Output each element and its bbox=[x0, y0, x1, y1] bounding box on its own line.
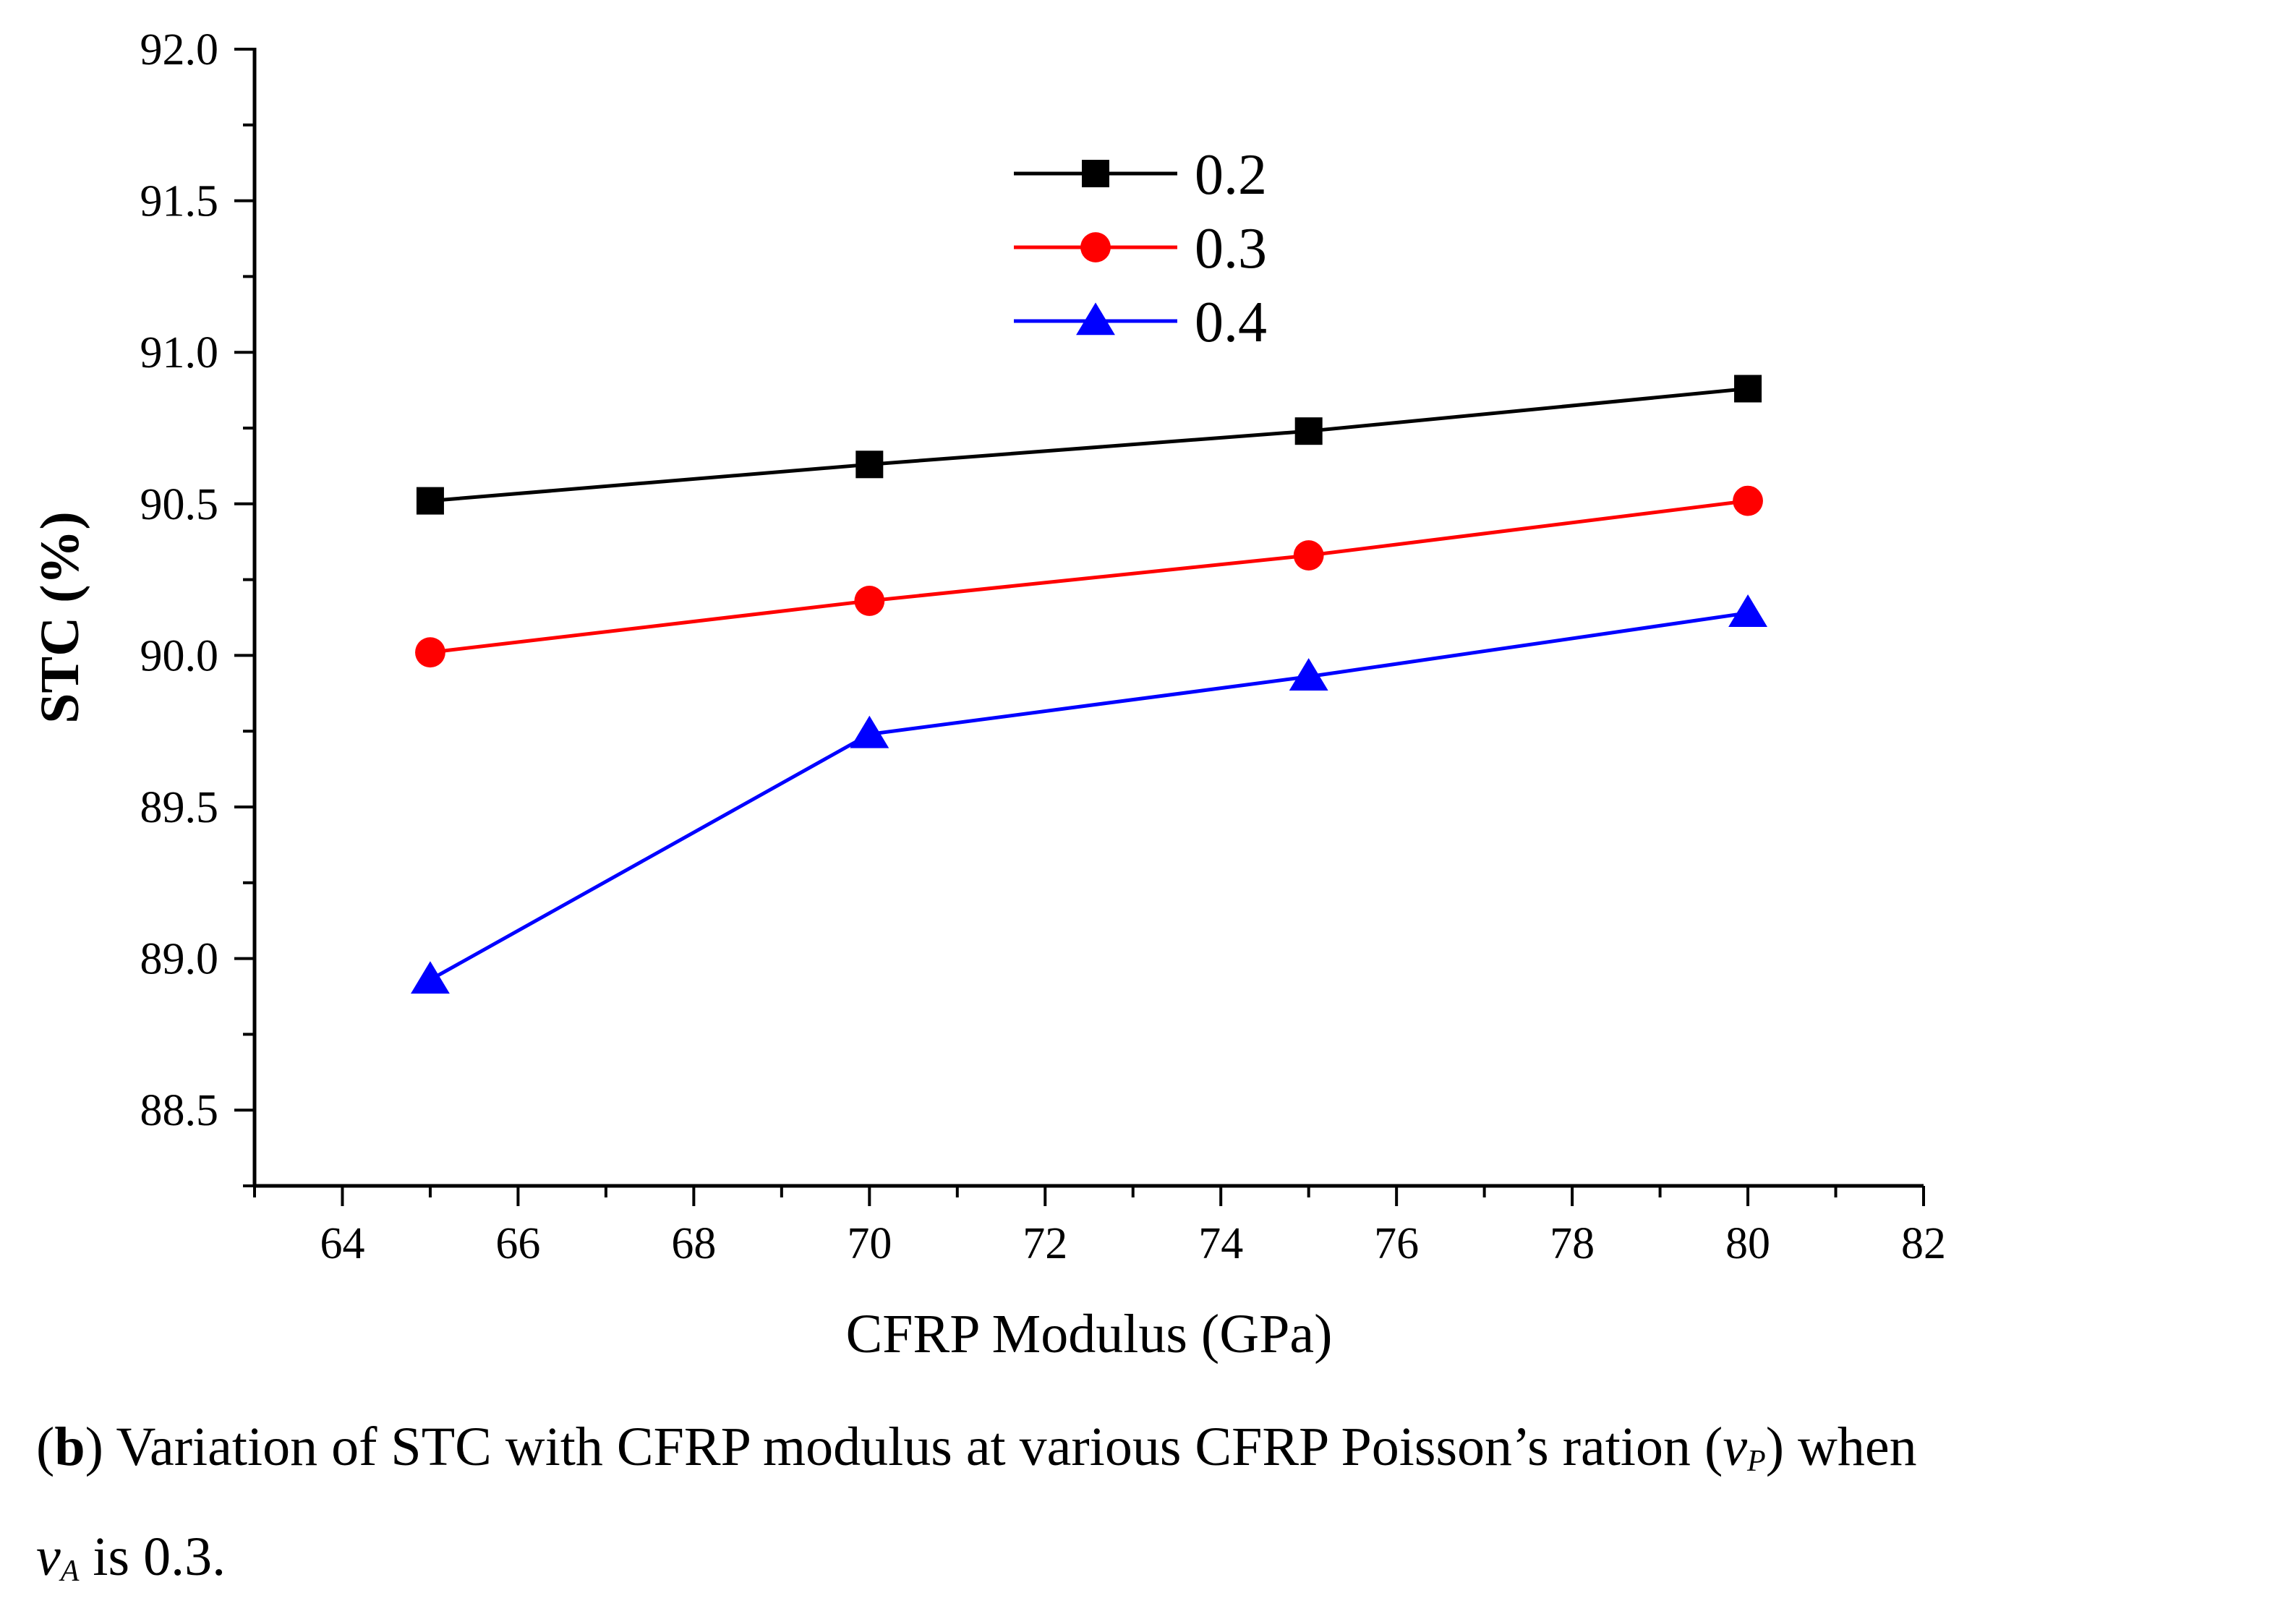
caption-symbol-vp: v bbox=[1723, 1417, 1748, 1477]
legend-item-0.2: 0.2 bbox=[1014, 143, 1267, 207]
legend: 0.2 0.3 0.4 bbox=[1014, 143, 1267, 354]
x-tick-label: 78 bbox=[1550, 1219, 1595, 1268]
legend-label: 0.2 bbox=[1195, 143, 1267, 207]
y-axis-title: STC (%) bbox=[30, 511, 90, 723]
x-tick-label: 74 bbox=[1198, 1219, 1243, 1268]
square-marker bbox=[855, 450, 884, 479]
series-line bbox=[430, 387, 1749, 503]
y-tick-label: 91.0 bbox=[140, 328, 219, 377]
y-tick-label: 88.5 bbox=[140, 1086, 219, 1135]
series-layer bbox=[411, 375, 1767, 994]
x-tick-label: 66 bbox=[495, 1219, 540, 1268]
x-tick-label: 80 bbox=[1725, 1219, 1770, 1268]
circle-marker bbox=[415, 637, 445, 668]
legend-label: 0.4 bbox=[1195, 291, 1267, 354]
y-tick-label: 89.5 bbox=[140, 783, 219, 832]
x-axis-title: CFRP Modulus (GPa) bbox=[846, 1304, 1333, 1364]
caption-text-3: is 0.3. bbox=[79, 1526, 226, 1587]
series-0.4 bbox=[411, 594, 1767, 994]
axes bbox=[252, 48, 1924, 1188]
figure-caption: (b) Variation of STC with CFRP modulus a… bbox=[36, 1417, 1917, 1588]
caption-label: b bbox=[54, 1417, 85, 1477]
legend-item-0.3: 0.3 bbox=[1014, 217, 1267, 281]
caption-symbol-va: v bbox=[36, 1526, 61, 1587]
legend-item-0.4: 0.4 bbox=[1014, 291, 1267, 354]
series-0.3 bbox=[415, 485, 1763, 668]
x-tick-label: 82 bbox=[1901, 1219, 1946, 1268]
legend-label: 0.3 bbox=[1195, 217, 1267, 281]
y-tick-label: 91.5 bbox=[140, 177, 219, 226]
circle-marker bbox=[1293, 540, 1324, 571]
series-line bbox=[429, 611, 1749, 982]
x-tick-label: 70 bbox=[847, 1219, 892, 1268]
series-line bbox=[430, 499, 1749, 654]
circle-marker bbox=[854, 586, 885, 616]
triangle-marker bbox=[1076, 302, 1115, 336]
y-tick-label: 89.0 bbox=[140, 935, 219, 984]
x-axis-ticks: 64 66 68 70 72 74 76 78 80 82 bbox=[253, 1186, 1946, 1268]
caption-sub-p: P bbox=[1747, 1445, 1766, 1478]
triangle-marker bbox=[850, 715, 889, 748]
square-marker bbox=[1734, 375, 1762, 403]
square-marker bbox=[1294, 417, 1323, 445]
caption-sub-a: A bbox=[60, 1555, 80, 1588]
y-axis-ticks: 88.5 89.0 89.5 90.0 90.5 91.0 91.5 92.0 bbox=[140, 25, 255, 1187]
x-tick-label: 68 bbox=[671, 1219, 716, 1268]
caption-text-2: ) when bbox=[1765, 1417, 1917, 1477]
triangle-marker bbox=[1728, 594, 1767, 627]
x-tick-label: 64 bbox=[320, 1219, 364, 1268]
y-tick-label: 90.5 bbox=[140, 480, 219, 529]
circle-marker bbox=[1733, 485, 1763, 516]
square-marker bbox=[1082, 160, 1109, 187]
stc-line-chart: 64 66 68 70 72 74 76 78 80 82 88.5 89.0 89.5 90.0 90.… bbox=[30, 25, 1946, 1364]
square-marker bbox=[416, 487, 444, 515]
circle-marker bbox=[1080, 232, 1111, 262]
x-tick-label: 76 bbox=[1374, 1219, 1419, 1268]
triangle-marker bbox=[411, 961, 450, 994]
y-tick-label: 92.0 bbox=[140, 25, 219, 74]
triangle-marker bbox=[1289, 658, 1328, 691]
y-tick-label: 90.0 bbox=[140, 631, 219, 680]
caption-text-1: Variation of STC with CFRP modulus at va… bbox=[103, 1417, 1723, 1477]
series-0.2 bbox=[416, 375, 1762, 515]
x-tick-label: 72 bbox=[1023, 1219, 1067, 1268]
